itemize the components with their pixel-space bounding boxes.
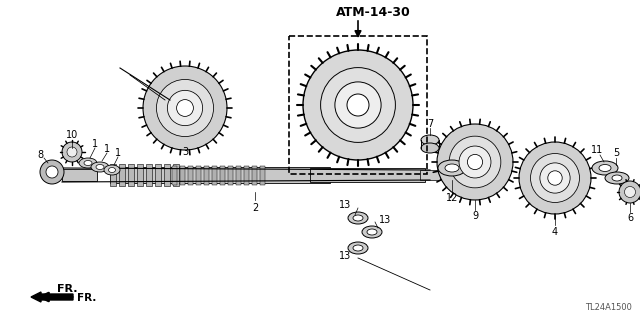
Ellipse shape — [592, 161, 618, 175]
Text: FR.: FR. — [77, 293, 97, 303]
Ellipse shape — [335, 82, 381, 128]
FancyArrow shape — [31, 292, 73, 302]
Bar — [180, 166, 185, 185]
Bar — [196, 166, 201, 185]
Ellipse shape — [62, 142, 82, 162]
Bar — [310, 168, 425, 182]
Ellipse shape — [438, 160, 466, 176]
Ellipse shape — [362, 226, 382, 238]
Text: 1: 1 — [115, 148, 121, 158]
Bar — [289, 36, 427, 174]
Ellipse shape — [612, 175, 622, 181]
Ellipse shape — [79, 158, 97, 168]
Bar — [236, 166, 241, 185]
Ellipse shape — [459, 146, 491, 178]
Ellipse shape — [367, 229, 377, 235]
Text: 9: 9 — [472, 211, 478, 221]
Bar — [110, 164, 116, 186]
Bar — [155, 164, 161, 186]
Ellipse shape — [599, 165, 611, 172]
Ellipse shape — [449, 136, 501, 188]
Text: 13: 13 — [339, 251, 351, 261]
Bar — [220, 166, 225, 185]
Text: ATM-14-30: ATM-14-30 — [335, 5, 410, 19]
Ellipse shape — [303, 50, 413, 160]
Text: 13: 13 — [339, 200, 351, 210]
Text: 10: 10 — [66, 130, 78, 140]
Ellipse shape — [104, 165, 120, 175]
Bar — [128, 164, 134, 186]
Text: 6: 6 — [627, 213, 633, 223]
Ellipse shape — [548, 171, 562, 185]
Ellipse shape — [625, 187, 636, 197]
Bar — [260, 166, 265, 185]
Bar — [164, 164, 170, 186]
Text: TL24A1500: TL24A1500 — [585, 303, 632, 312]
Text: FR.: FR. — [57, 284, 77, 294]
Bar — [172, 166, 177, 185]
Ellipse shape — [467, 154, 483, 170]
Ellipse shape — [143, 66, 227, 150]
Ellipse shape — [96, 165, 104, 169]
Ellipse shape — [156, 79, 214, 137]
Bar — [137, 164, 143, 186]
Bar — [204, 166, 209, 185]
Ellipse shape — [445, 164, 459, 172]
Text: 5: 5 — [613, 148, 619, 158]
Text: 8: 8 — [37, 150, 43, 160]
Ellipse shape — [519, 142, 591, 214]
Ellipse shape — [67, 147, 77, 157]
Bar — [212, 166, 217, 185]
Text: 12: 12 — [446, 193, 458, 203]
Bar — [173, 164, 179, 186]
Bar — [244, 166, 249, 185]
Ellipse shape — [91, 162, 109, 172]
Bar — [228, 166, 233, 185]
Bar — [420, 170, 440, 180]
Circle shape — [40, 160, 64, 184]
Text: 1: 1 — [104, 144, 110, 154]
Ellipse shape — [347, 94, 369, 116]
Ellipse shape — [321, 68, 396, 142]
Bar — [110, 167, 330, 183]
Ellipse shape — [421, 135, 439, 145]
Text: 1: 1 — [92, 139, 98, 149]
Ellipse shape — [177, 100, 193, 116]
Ellipse shape — [348, 212, 368, 224]
Bar — [146, 164, 152, 186]
Ellipse shape — [109, 167, 115, 173]
Ellipse shape — [168, 90, 203, 126]
Ellipse shape — [531, 153, 579, 203]
Ellipse shape — [540, 163, 570, 193]
Text: 2: 2 — [252, 203, 258, 213]
Text: 7: 7 — [427, 119, 433, 129]
Ellipse shape — [619, 181, 640, 203]
Ellipse shape — [348, 242, 368, 254]
Bar — [119, 164, 125, 186]
Ellipse shape — [84, 160, 92, 166]
Ellipse shape — [353, 245, 363, 251]
Text: 3: 3 — [182, 147, 188, 157]
Circle shape — [46, 166, 58, 178]
Ellipse shape — [605, 172, 629, 184]
Ellipse shape — [437, 124, 513, 200]
Ellipse shape — [353, 215, 363, 221]
Bar — [62, 169, 97, 181]
Text: 4: 4 — [552, 227, 558, 237]
Text: 11: 11 — [591, 145, 603, 155]
Text: 13: 13 — [379, 215, 391, 225]
Bar — [188, 166, 193, 185]
Bar — [252, 166, 257, 185]
Ellipse shape — [421, 143, 439, 153]
